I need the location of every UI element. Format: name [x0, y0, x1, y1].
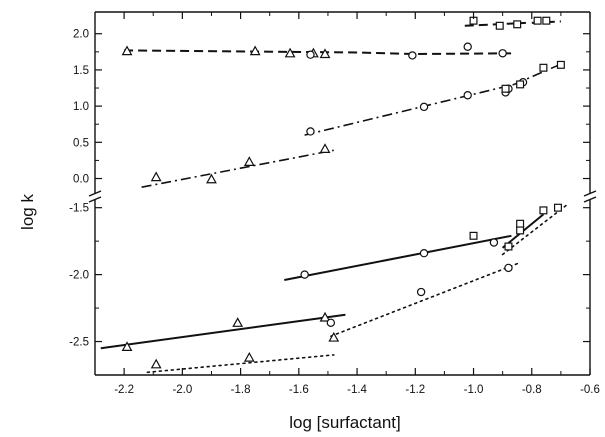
- point-triangle: [284, 47, 296, 58]
- fit-line-dotted: [146, 354, 335, 374]
- y-tick-label: 1.5: [73, 65, 89, 77]
- x-tick-label: -1.8: [231, 384, 251, 396]
- point-circle: [306, 127, 315, 136]
- point-circle: [419, 248, 429, 258]
- point-circle: [306, 50, 315, 59]
- break-mark: [88, 196, 102, 203]
- point-triangle: [319, 143, 331, 153]
- point-circle: [504, 263, 513, 273]
- y-tick-label: 2.0: [73, 29, 89, 41]
- point-square: [533, 16, 542, 25]
- break-mark: [583, 196, 597, 203]
- point-triangle: [328, 331, 340, 342]
- point-square: [501, 84, 510, 93]
- point-circle: [419, 102, 429, 112]
- x-tick-label: -0.6: [580, 384, 600, 396]
- point-square: [513, 20, 522, 29]
- point-square: [516, 80, 525, 89]
- point-square: [539, 206, 548, 215]
- x-axis-title: log [surfactant]: [289, 413, 401, 432]
- break-mark: [88, 190, 102, 197]
- y-tick-label: -2.5: [69, 337, 89, 349]
- point-circle: [416, 287, 426, 297]
- lower-panel: -1.5 -2.0 -2.5: [69, 203, 590, 374]
- fit-line-solid: [100, 313, 346, 350]
- point-triangle: [206, 173, 217, 184]
- x-tick-label: -2.2: [114, 384, 134, 396]
- point-square: [556, 60, 565, 69]
- point-triangle: [232, 317, 244, 327]
- point-circle: [489, 238, 499, 247]
- point-circle: [300, 270, 309, 279]
- point-triangle: [150, 171, 162, 182]
- y-tick-label: 0.0: [73, 174, 89, 186]
- point-triangle: [319, 48, 331, 59]
- point-square: [495, 21, 504, 30]
- point-square: [516, 219, 525, 228]
- fit-line-dotted: [330, 261, 521, 338]
- y-tick-label: -1.5: [69, 203, 89, 215]
- point-square: [516, 226, 525, 235]
- point-triangle: [150, 358, 162, 369]
- point-triangle: [319, 311, 331, 322]
- point-triangle: [243, 156, 255, 166]
- break-mark: [583, 190, 597, 197]
- y-tick-label: -2.0: [69, 270, 89, 282]
- fit-line-dash-dot: [304, 83, 515, 136]
- point-circle: [498, 49, 507, 58]
- fit-line-dotted: [501, 204, 568, 256]
- fit-line-dash-dot: [141, 149, 334, 188]
- x-tick-label: -2.0: [172, 384, 192, 396]
- y-tick-label: 1.0: [73, 101, 89, 113]
- point-square: [553, 203, 562, 212]
- y-tick-label: 0.5: [73, 137, 89, 149]
- point-square: [469, 231, 478, 240]
- x-tick-label: -1.6: [289, 384, 309, 396]
- point-square: [539, 63, 548, 72]
- point-triangle: [249, 45, 261, 56]
- fit-line-solid: [284, 234, 512, 281]
- x-tick-label: -0.8: [522, 384, 542, 396]
- x-tick-label: -1.0: [464, 384, 484, 396]
- point-circle: [463, 42, 472, 51]
- x-axis: -2.2 -2.0 -1.8 -1.6 -1.4 -1.2 -1.0 -0.8 -0.6: [114, 12, 600, 396]
- x-tick-label: -1.4: [347, 384, 367, 396]
- y-axis-title: log k: [18, 194, 37, 230]
- point-triangle: [243, 351, 255, 362]
- point-square: [504, 242, 513, 251]
- fit-line-dashed: [124, 49, 515, 56]
- plot-frame: [94, 11, 591, 376]
- point-circle: [326, 318, 336, 327]
- x-tick-label: -1.2: [405, 384, 425, 396]
- upper-panel: 0.0 0.5 1.0 1.5 2.0: [73, 16, 590, 188]
- point-circle: [408, 51, 417, 60]
- point-triangle: [121, 45, 133, 56]
- point-circle: [463, 91, 472, 100]
- point-square: [542, 16, 551, 25]
- axis-break-marks: [88, 190, 597, 203]
- point-triangle: [121, 341, 133, 352]
